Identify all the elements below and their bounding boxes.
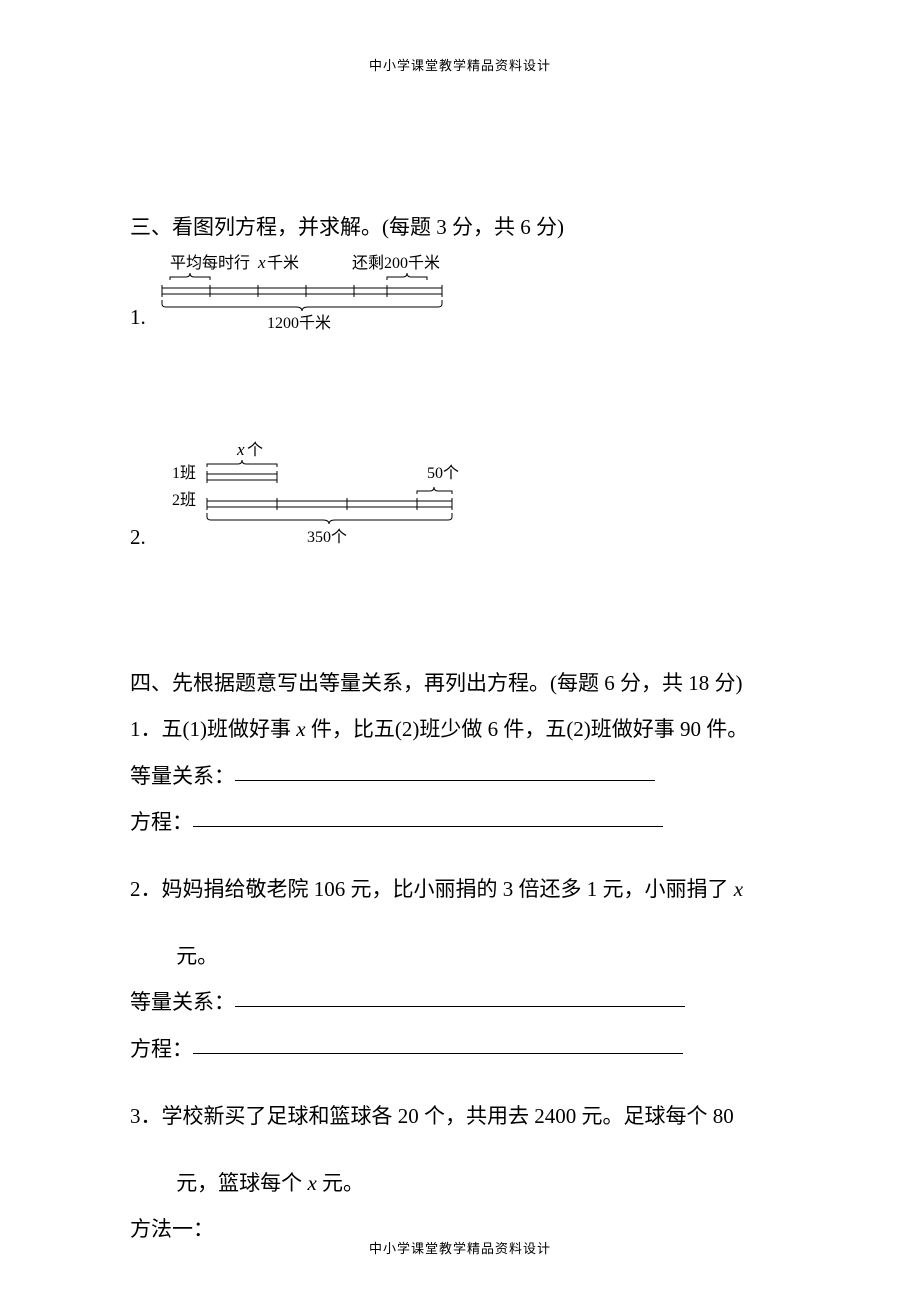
s4-q3-text: 3．学校新买了足球和篮球各 20 个，共用去 2400 元。足球每个 80 (130, 1104, 734, 1128)
d1-big-brace (162, 300, 442, 311)
d1-label-left-post: 千米 (267, 254, 299, 272)
d1-bottom-label: 1200千米 (267, 314, 331, 330)
s4-q2-text: 2．妈妈捐给敬老院 106 元，比小丽捐的 3 倍还多 1 元，小丽捐了 x (130, 877, 743, 901)
diagram-2-row: 2. x 个 1班 50个 2班 (130, 440, 790, 550)
s4-q2-fx: 方程： (130, 1026, 790, 1072)
blank-line (193, 805, 663, 827)
s4-q3-cont-text: 元，篮球每个 x 元。 (176, 1171, 364, 1195)
d1-label-right: 还剩200千米 (352, 254, 440, 272)
section-4-title: 四、先根据题意写出等量关系，再列出方程。(每题 6 分，共 18 分) (130, 660, 790, 706)
d2-top-post: 个 (247, 441, 263, 459)
d1-small-brace-left (170, 273, 210, 280)
d2-big-brace (207, 513, 452, 524)
diagram-2-svg: x 个 1班 50个 2班 350个 (152, 440, 492, 550)
s4-q1-fx: 方程： (130, 799, 790, 845)
fx-label: 方程： (130, 810, 193, 834)
s4-q2-eq: 等量关系： (130, 979, 790, 1025)
d2-row2-label: 2班 (172, 491, 196, 509)
s4-q3-cont: 元，篮球每个 x 元。 (130, 1160, 790, 1206)
diagram-1-svg: 平均每时行 x 千米 还剩200千米 1200千米 (152, 250, 472, 330)
d1-small-brace-right (387, 273, 427, 280)
blank-line (235, 759, 655, 781)
d2-bottom-label: 350个 (307, 528, 347, 546)
s4-q2-cont: 元。 (130, 933, 790, 979)
s4-q1-text: 1．五(1)班做好事 x 件，比五(2)班少做 6 件，五(2)班做好事 90 … (130, 717, 748, 741)
gap (130, 630, 790, 660)
s4-q1-eq: 等量关系： (130, 753, 790, 799)
page-footer: 中小学课堂教学精品资料设计 (0, 1238, 920, 1257)
d2-top-var: x (236, 440, 245, 459)
s4-q2: 2．妈妈捐给敬老院 106 元，比小丽捐的 3 倍还多 1 元，小丽捐了 x (130, 866, 790, 912)
blank-line (193, 1032, 683, 1054)
q2-number: 2. (130, 527, 146, 550)
page-header: 中小学课堂教学精品资料设计 (130, 55, 790, 74)
fx-label: 方程： (130, 1037, 193, 1061)
d2-row1-label: 1班 (172, 464, 196, 482)
eq-label: 等量关系： (130, 764, 235, 788)
gap (130, 410, 790, 440)
eq-label: 等量关系： (130, 990, 235, 1014)
page: 中小学课堂教学精品资料设计 三、看图列方程，并求解。(每题 3 分，共 6 分)… (0, 0, 920, 1302)
q1-number: 1. (130, 307, 146, 330)
s4-q1: 1．五(1)班做好事 x 件，比五(2)班少做 6 件，五(2)班做好事 90 … (130, 706, 790, 752)
d2-brace-top (207, 460, 277, 467)
d2-right-label: 50个 (427, 464, 459, 482)
d1-label-left-pre: 平均每时行 (170, 254, 250, 272)
diagram-1-row: 1. 平均每时行 x 千米 还剩200千米 1200千米 (130, 250, 790, 330)
blank-line (235, 985, 685, 1007)
section-3-title: 三、看图列方程，并求解。(每题 3 分，共 6 分) (130, 204, 790, 250)
s4-q3: 3．学校新买了足球和篮球各 20 个，共用去 2400 元。足球每个 80 (130, 1093, 790, 1139)
d2-brace-50 (417, 487, 452, 494)
d1-label-left-var: x (257, 253, 266, 272)
